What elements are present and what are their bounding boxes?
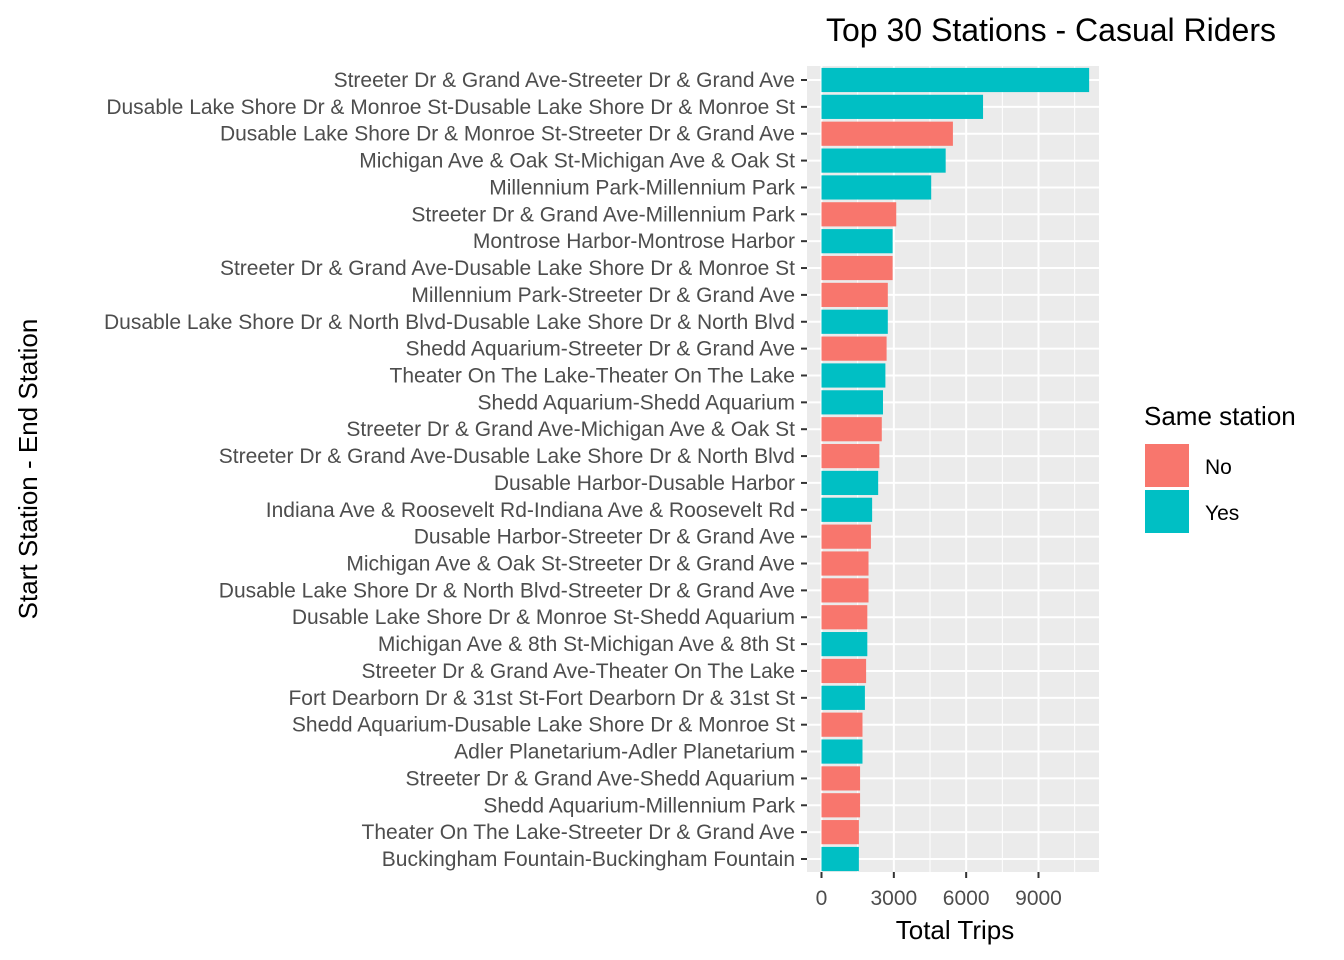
- y-tick-label: Indiana Ave & Roosevelt Rd-Indiana Ave &…: [266, 499, 795, 522]
- y-tick-label: Millennium Park-Streeter Dr & Grand Ave: [411, 284, 795, 307]
- x-tick-label: 0: [816, 887, 828, 910]
- y-tick-label: Buckingham Fountain-Buckingham Fountain: [382, 848, 795, 871]
- bar: [821, 94, 984, 119]
- y-tick-label: Adler Planetarium-Adler Planetarium: [454, 741, 795, 764]
- y-tick-label: Streeter Dr & Grand Ave-Shedd Aquarium: [406, 767, 795, 790]
- y-tick-label: Michigan Ave & Oak St-Michigan Ave & Oak…: [359, 150, 795, 173]
- y-tick-label: Streeter Dr & Grand Ave-Streeter Dr & Gr…: [334, 69, 795, 92]
- bar: [821, 658, 867, 684]
- bar: [821, 282, 888, 307]
- bar: [821, 175, 932, 200]
- bar: [821, 497, 873, 522]
- y-tick-label: Michigan Ave & 8th St-Michigan Ave & 8th…: [378, 633, 795, 656]
- bar: [821, 417, 882, 442]
- y-tick-label: Fort Dearborn Dr & 31st St-Fort Dearborn…: [288, 687, 795, 710]
- x-tick-label: 3000: [870, 887, 917, 910]
- y-tick-label: Dusable Lake Shore Dr & North Blvd-Dusab…: [104, 311, 795, 334]
- y-tick-label: Streeter Dr & Grand Ave-Michigan Ave & O…: [346, 418, 795, 441]
- x-tick-label: 9000: [1015, 887, 1062, 910]
- y-axis-ticks: Streeter Dr & Grand Ave-Streeter Dr & Gr…: [104, 69, 807, 871]
- bar: [821, 551, 869, 576]
- plot-panel: [807, 66, 1099, 872]
- legend-label-yes: Yes: [1205, 502, 1239, 525]
- bar: [821, 255, 893, 281]
- bar: [821, 443, 880, 469]
- bar: [821, 632, 868, 657]
- bar: [821, 712, 863, 737]
- y-tick-label: Theater On The Lake-Theater On The Lake: [390, 364, 795, 387]
- bar: [821, 766, 861, 791]
- bar: [821, 202, 897, 227]
- y-tick-label: Dusable Lake Shore Dr & Monroe St-Street…: [220, 123, 795, 146]
- y-tick-label: Theater On The Lake-Streeter Dr & Grand …: [362, 821, 795, 844]
- bar: [821, 578, 869, 603]
- bar: [821, 363, 886, 388]
- bar: [821, 67, 1090, 93]
- bar: [821, 846, 859, 872]
- y-tick-label: Montrose Harbor-Montrose Harbor: [473, 230, 795, 253]
- minor-gridlines: [857, 66, 1076, 872]
- y-tick-label: Michigan Ave & Oak St-Streeter Dr & Gran…: [346, 553, 795, 576]
- y-tick-label: Millennium Park-Millennium Park: [489, 176, 795, 199]
- y-axis-title: Start Station - End Station: [13, 319, 43, 620]
- y-tick-label: Dusable Lake Shore Dr & Monroe St-Shedd …: [292, 606, 795, 629]
- legend: Same station No Yes: [1144, 401, 1296, 533]
- bar: [821, 336, 887, 361]
- legend-key-yes: [1145, 490, 1189, 533]
- bar: [821, 390, 883, 415]
- y-tick-label: Streeter Dr & Grand Ave-Theater On The L…: [362, 660, 795, 683]
- chart-title: Top 30 Stations - Casual Riders: [826, 12, 1276, 48]
- bar: [821, 229, 893, 254]
- x-tick-label: 6000: [943, 887, 990, 910]
- y-tick-label: Dusable Lake Shore Dr & North Blvd-Stree…: [219, 579, 795, 602]
- bar: [821, 470, 879, 496]
- bar: [821, 605, 868, 630]
- y-tick-label: Shedd Aquarium-Millennium Park: [483, 794, 795, 817]
- bar: [821, 793, 861, 818]
- y-tick-label: Streeter Dr & Grand Ave-Dusable Lake Sho…: [219, 445, 795, 468]
- bars: [821, 67, 1090, 872]
- y-tick-label: Shedd Aquarium-Streeter Dr & Grand Ave: [406, 338, 795, 361]
- x-axis-ticks: 0 3000 6000 9000: [816, 872, 1062, 910]
- y-tick-label: Dusable Harbor-Dusable Harbor: [494, 472, 795, 495]
- x-axis-title: Total Trips: [896, 915, 1015, 945]
- bar: [821, 121, 953, 146]
- y-tick-label: Dusable Harbor-Streeter Dr & Grand Ave: [414, 526, 795, 549]
- y-tick-label: Streeter Dr & Grand Ave-Millennium Park: [411, 203, 795, 226]
- legend-label-no: No: [1205, 456, 1232, 479]
- y-tick-label: Shedd Aquarium-Dusable Lake Shore Dr & M…: [292, 714, 795, 737]
- legend-title: Same station: [1144, 401, 1296, 431]
- legend-key-no: [1145, 444, 1189, 487]
- bar: [821, 739, 863, 764]
- bar: [821, 309, 888, 334]
- bar: [821, 685, 865, 710]
- y-tick-label: Streeter Dr & Grand Ave-Dusable Lake Sho…: [220, 257, 795, 280]
- bar: [821, 148, 946, 173]
- y-tick-label: Shedd Aquarium-Shedd Aquarium: [477, 391, 795, 414]
- bar: [821, 524, 871, 549]
- bar: [821, 820, 859, 845]
- y-tick-label: Dusable Lake Shore Dr & Monroe St-Dusabl…: [106, 96, 795, 119]
